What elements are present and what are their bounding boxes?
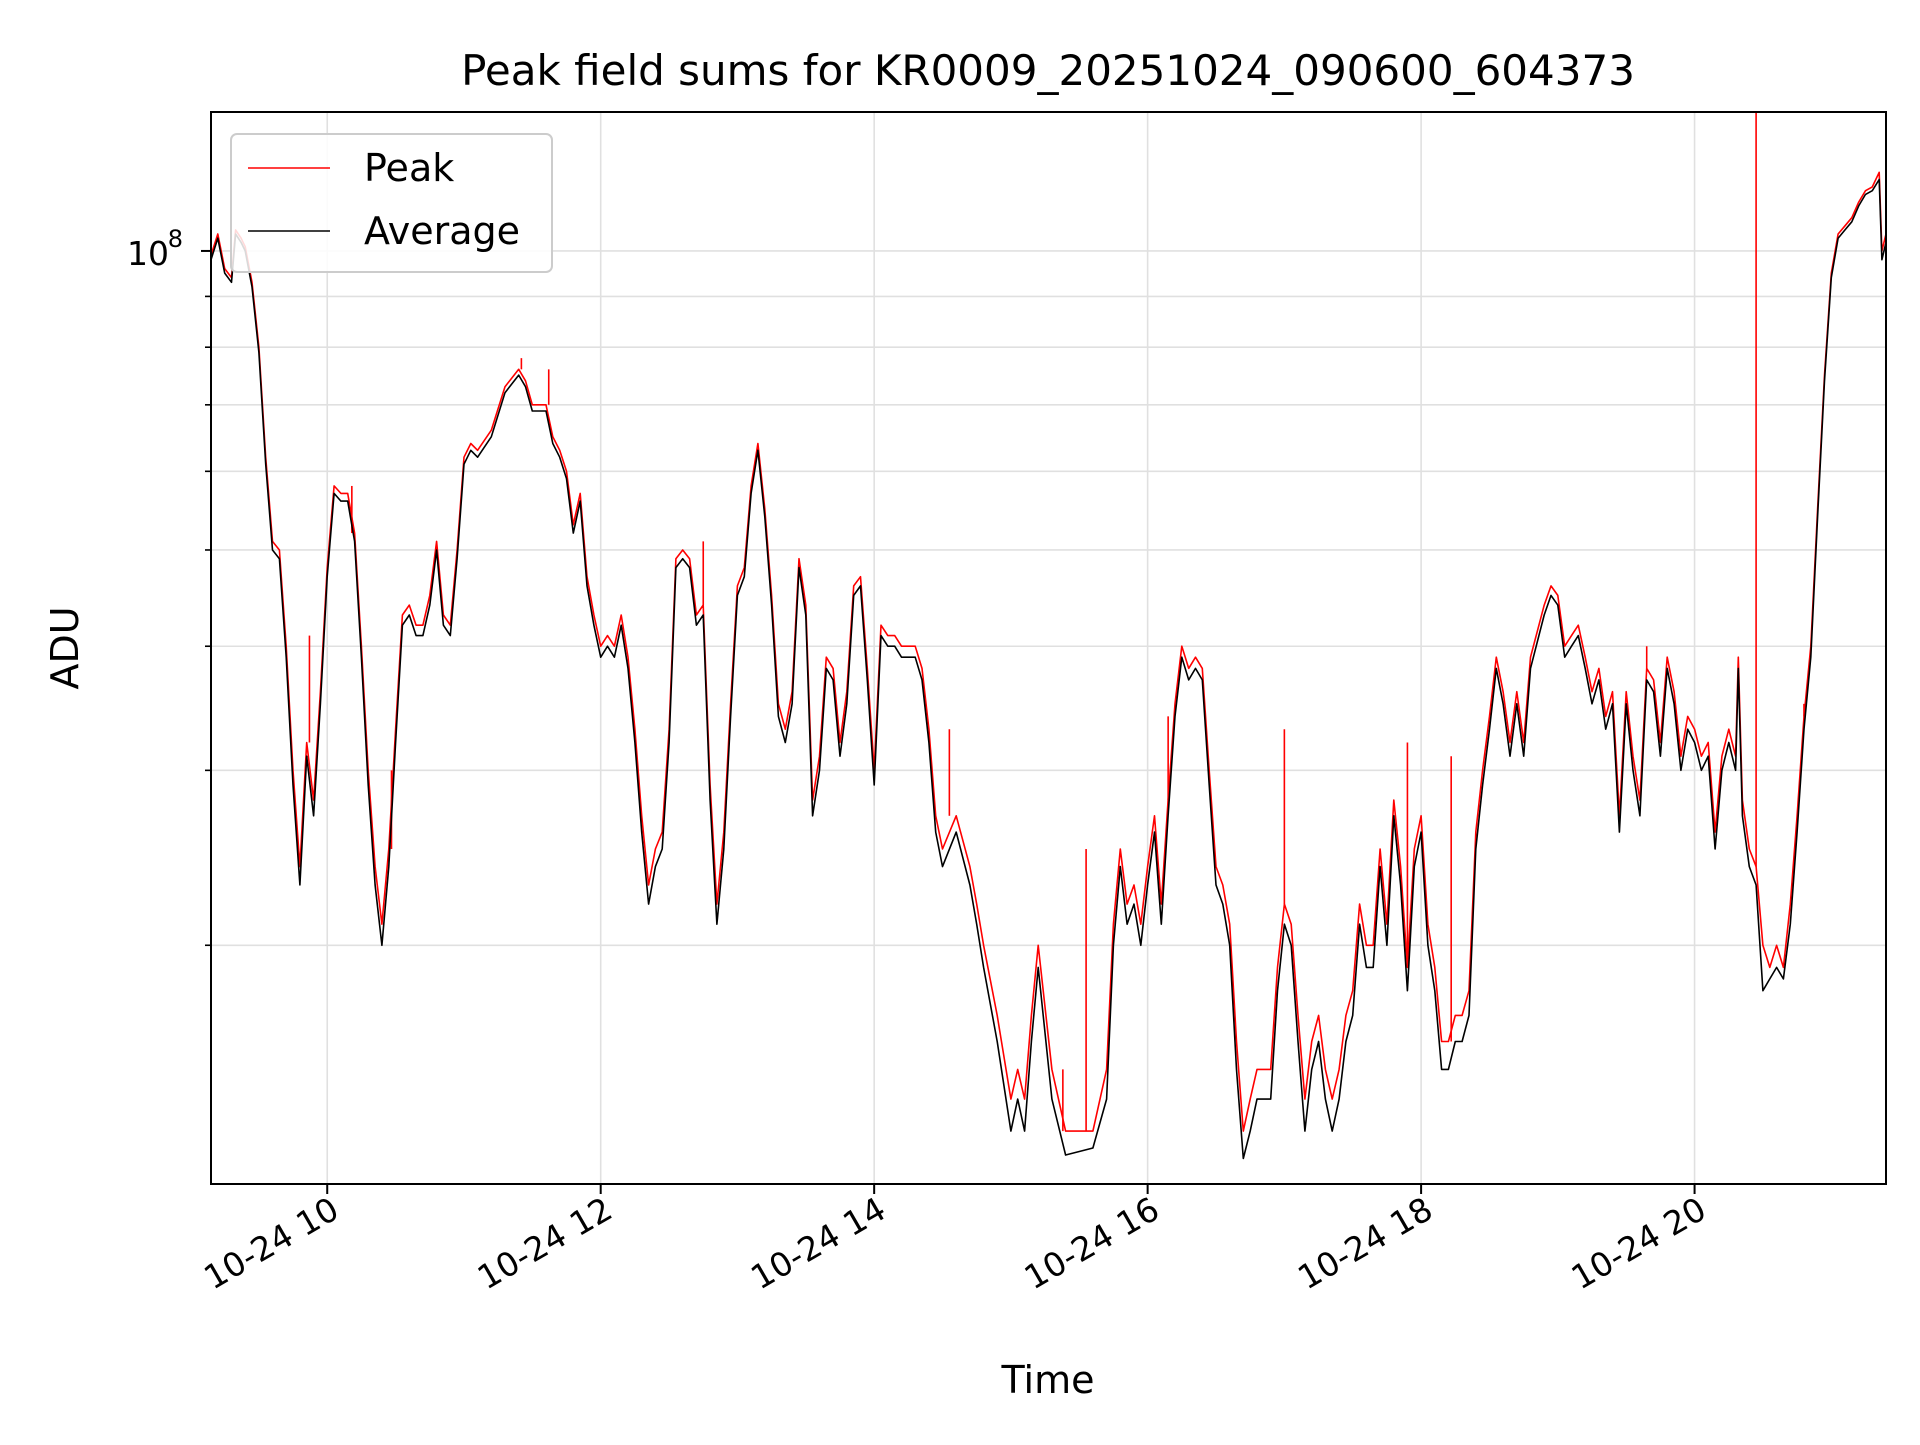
series-line-peak	[210, 171, 1887, 1132]
grid-lines	[211, 112, 1886, 1184]
y-axis-label: ADU	[43, 606, 87, 689]
plot-frame	[210, 111, 1887, 1185]
series-line-average	[210, 178, 1887, 1160]
legend-peak-label: Peak	[364, 146, 454, 190]
y-tick-label: 10	[127, 234, 169, 273]
legend: Peak Average	[230, 133, 553, 273]
chart-title: Peak field sums for KR0009_20251024_0906…	[461, 46, 1635, 95]
x-axis-label: Time	[1001, 1358, 1095, 1402]
legend-average-label: Average	[364, 209, 520, 253]
series-layer	[210, 112, 1887, 1160]
y-tick-exponent: 8	[168, 225, 183, 253]
